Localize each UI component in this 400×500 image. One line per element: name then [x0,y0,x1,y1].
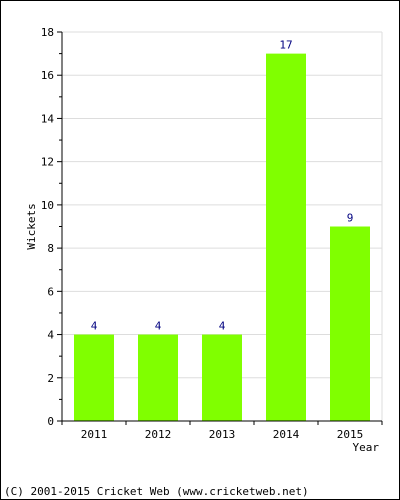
bars [74,53,370,421]
data-labels: 4 4 4 17 9 [91,39,354,333]
bar [330,226,370,421]
gridlines [62,31,383,421]
x-tick-label: 2013 [209,428,236,441]
x-axis-label: Year [353,441,380,454]
y-axis-ticks: 0 2 4 6 8 10 12 14 16 18 [41,26,62,428]
y-axis-label: Wickets [25,203,38,249]
y-tick-label: 10 [41,199,54,212]
data-label: 9 [347,212,354,225]
x-tick-label: 2012 [145,428,172,441]
x-axis-ticks: 2011 2012 2013 2014 2015 [61,421,383,441]
y-tick-label: 14 [41,112,55,125]
data-label: 4 [91,320,98,333]
bar [202,334,242,421]
data-label: 4 [155,320,162,333]
bar [74,334,114,421]
x-tick-label: 2014 [273,428,300,441]
bar [138,334,178,421]
x-tick-label: 2011 [81,428,108,441]
bar [266,53,306,421]
y-tick-label: 18 [41,26,54,39]
y-tick-label: 16 [41,69,54,82]
x-tick-label: 2015 [337,428,364,441]
y-tick-label: 0 [47,415,54,428]
y-tick-label: 2 [47,372,54,385]
y-tick-label: 4 [47,329,54,342]
y-tick-label: 6 [47,285,54,298]
y-tick-label: 8 [47,242,54,255]
data-label: 17 [279,39,292,52]
y-tick-label: 12 [41,156,54,169]
copyright-footer: (C) 2001-2015 Cricket Web (www.cricketwe… [4,485,309,498]
data-label: 4 [219,320,226,333]
